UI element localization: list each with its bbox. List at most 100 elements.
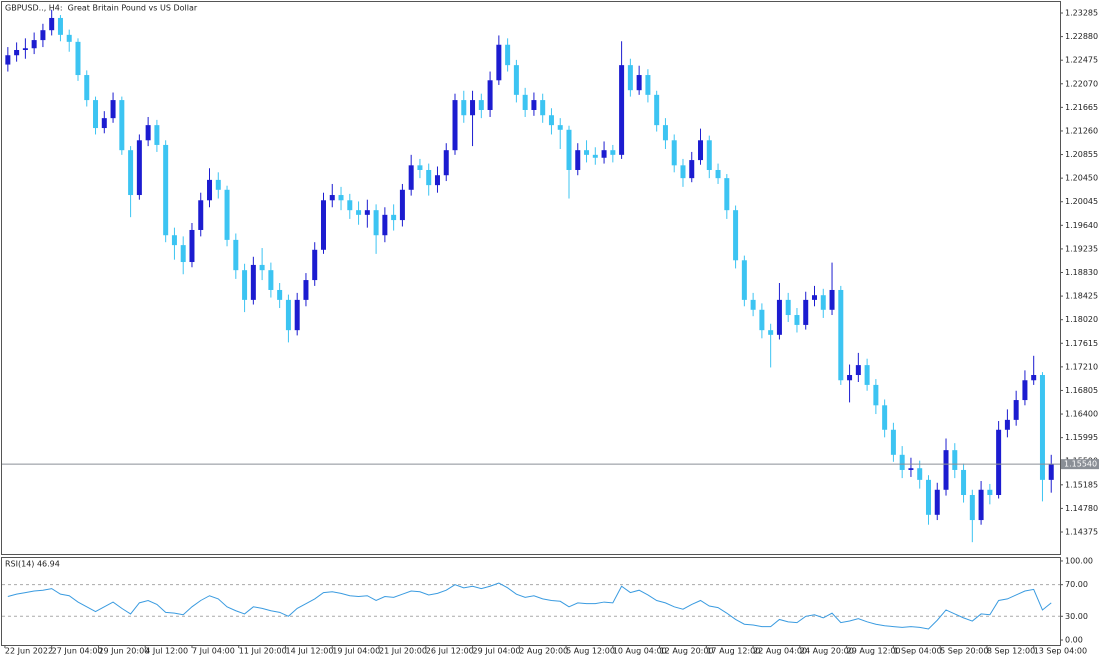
candle-body <box>768 330 774 335</box>
candle-body <box>22 48 28 50</box>
y-tick-label: 1.15185 <box>1065 480 1098 489</box>
candle-body <box>978 489 984 521</box>
candle-body <box>329 195 335 201</box>
x-tick-label: 19 Jul 04:00 <box>332 647 380 656</box>
candle-body <box>715 169 721 179</box>
candle-body <box>847 375 853 381</box>
y-tick-label: 1.18830 <box>1065 268 1098 277</box>
candle-body <box>680 165 686 179</box>
candle-body <box>513 65 519 95</box>
candle-body <box>250 264 256 300</box>
candle-body <box>741 260 747 300</box>
x-tick-label: 26 Jul 12:00 <box>426 647 474 656</box>
candle-body <box>128 150 134 196</box>
candle-body <box>5 55 11 65</box>
candle-body <box>101 118 107 129</box>
candle-body <box>540 100 546 116</box>
x-tick-label: 27 Jun 04:00 <box>52 647 103 656</box>
y-tick-label: 1.19640 <box>1065 221 1098 230</box>
candle-body <box>1031 375 1037 381</box>
candle-body <box>189 229 195 263</box>
y-tick-label: 1.16400 <box>1065 410 1098 419</box>
indicator-title: RSI(14) 46.94 <box>5 560 60 569</box>
candle-body <box>952 450 958 470</box>
candle-body <box>1039 375 1045 480</box>
candle-body <box>224 189 230 240</box>
y-tick-label: 1.17615 <box>1065 339 1098 348</box>
candle-body <box>785 299 791 316</box>
candle-body <box>592 154 598 158</box>
candle-body <box>548 115 554 126</box>
rsi-line <box>7 582 1052 630</box>
candle-body <box>443 150 449 176</box>
chart-title: GBPUSD.., H4: Great Britain Pound vs US … <box>5 4 198 13</box>
candle-body <box>408 165 414 190</box>
candle-body <box>14 49 20 56</box>
candle-body <box>724 178 730 211</box>
candle-body <box>426 169 432 186</box>
y-tick-label: 1.18020 <box>1065 315 1098 324</box>
candle-body <box>575 150 581 170</box>
y-tick-label: 1.14375 <box>1065 527 1098 536</box>
candle-body <box>277 289 283 300</box>
candle-body <box>908 468 914 470</box>
candle-body <box>522 94 528 110</box>
candle-body <box>171 235 177 246</box>
candle-body <box>627 65 633 91</box>
y-tick-label: 1.18425 <box>1065 292 1098 301</box>
y-tick-label: 1.17210 <box>1065 362 1098 371</box>
candle-body <box>399 189 405 221</box>
x-tick-label: 8 Sep 12:00 <box>987 647 1035 656</box>
x-tick-label: 29 Jul 04:00 <box>473 647 521 656</box>
x-tick-label: 22 Jun 2022 <box>5 647 53 656</box>
x-tick-label: 29 Aug 12:00 <box>847 647 901 656</box>
candle-body <box>285 299 291 331</box>
candle-body <box>794 315 800 325</box>
candle-body <box>198 200 204 230</box>
y-tick-label: 1.20855 <box>1065 150 1098 159</box>
y-tick-label: 1.19235 <box>1065 244 1098 253</box>
candle-body <box>207 179 213 201</box>
candle-body <box>163 144 169 236</box>
candle-body <box>356 210 362 215</box>
y-tick-label: 1.16805 <box>1065 386 1098 395</box>
y-tick-label: 1.14780 <box>1065 504 1098 513</box>
candle-body <box>40 30 46 41</box>
candle-body <box>820 295 826 310</box>
candle-body <box>259 264 265 271</box>
x-tick-label: 17 Aug 12:00 <box>706 647 760 656</box>
candle-body <box>373 210 379 236</box>
x-tick-label: 22 Aug 04:00 <box>753 647 807 656</box>
candle-body <box>733 210 739 261</box>
candle-body <box>391 214 397 221</box>
x-tick-label: 1 Sep 04:00 <box>893 647 941 656</box>
y-tick-label: 1.21260 <box>1065 126 1098 135</box>
candle-body <box>1004 419 1010 430</box>
x-tick-label: 2 Aug 20:00 <box>519 647 568 656</box>
x-tick-label: 14 Jul 12:00 <box>285 647 333 656</box>
candle-body <box>557 125 563 130</box>
candle-body <box>706 140 712 170</box>
candle-body <box>584 150 590 155</box>
x-tick-label: 24 Aug 20:00 <box>800 647 854 656</box>
candle-body <box>364 210 370 215</box>
x-tick-label: 5 Sep 20:00 <box>940 647 988 656</box>
candle-body <box>347 200 353 211</box>
x-tick-label: 12 Aug 20:00 <box>660 647 714 656</box>
candle-body <box>601 150 607 158</box>
y-tick-label: 1.22475 <box>1065 56 1098 65</box>
candle-body <box>268 270 274 290</box>
candle-body <box>136 140 142 196</box>
candle-body <box>873 384 879 406</box>
current-price-label: 1.15540 <box>1064 460 1097 469</box>
candle-body <box>969 495 975 521</box>
candle-body <box>312 249 318 281</box>
candle-body <box>110 100 116 119</box>
candle-body <box>478 100 484 110</box>
candle-body <box>434 175 440 186</box>
candle-body <box>996 429 1002 496</box>
candle-body <box>84 75 90 101</box>
candle-body <box>57 17 63 35</box>
